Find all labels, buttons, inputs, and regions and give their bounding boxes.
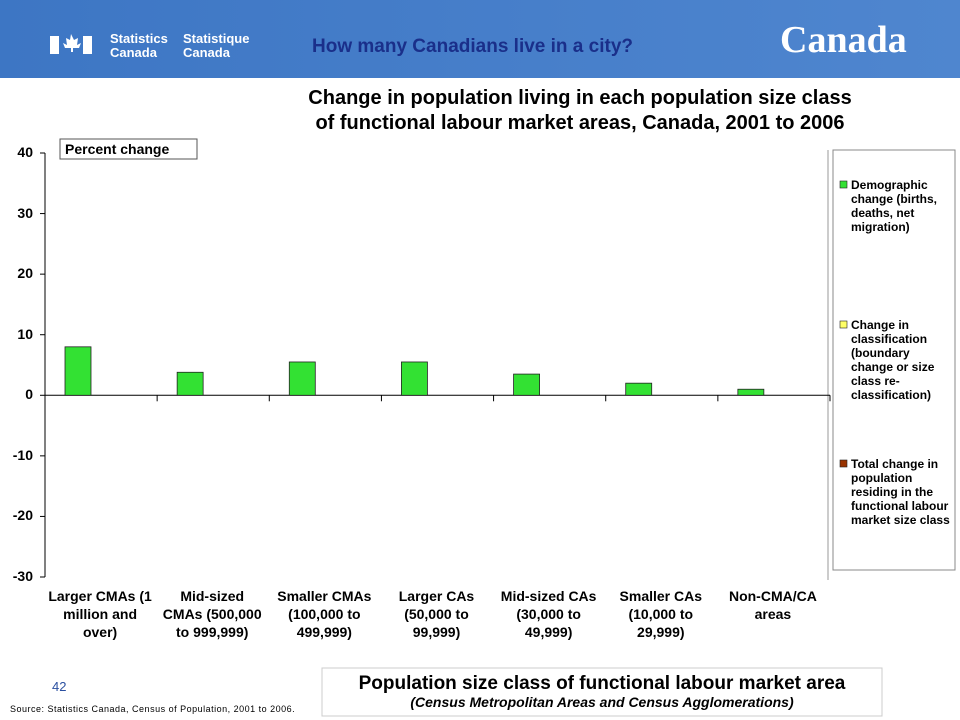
y-tick-label: -10: [12, 446, 33, 463]
legend-label: Demographic change (births, deaths, net …: [851, 178, 938, 234]
x-label-line: (Census Metropolitan Areas and Census Ag…: [410, 694, 794, 710]
y-tick-label: -30: [12, 568, 33, 584]
legend-swatch: [839, 459, 848, 468]
logo-text: Statistics: [110, 31, 168, 46]
x-tick-label: Mid-sized CMAs (500,000 to 999,999): [162, 588, 262, 640]
bar: [288, 361, 316, 396]
wordmark: Canada: [780, 19, 907, 61]
logo-text: Statistique: [183, 31, 250, 46]
x-axis-label: Population size class of functional labo…: [322, 673, 882, 710]
legend-label: Change in classification (boundary chang…: [851, 318, 935, 402]
header-band: [0, 0, 960, 78]
logo-en: Statistics Canada: [110, 32, 168, 60]
title-line: Change in population living in each popu…: [308, 87, 852, 109]
x-label-box: [321, 667, 883, 717]
logo-text: Canada: [110, 45, 157, 60]
x-tick-label: Larger CMAs (1 million and over): [48, 588, 152, 640]
page-number: 42: [52, 679, 67, 694]
legend-swatch: [839, 320, 848, 329]
x-tick-label: Mid-sized CAs (30,000 to 49,999): [500, 588, 597, 640]
y-tick-label: 20: [17, 265, 33, 282]
bar: [625, 382, 653, 396]
y-label-box: [59, 138, 198, 160]
title-line: of functional labour market areas, Canad…: [315, 112, 845, 134]
y-tick-label: -20: [12, 507, 33, 524]
source: Source: Statistics Canada, Census of Pop…: [10, 704, 296, 714]
x-tick-label: Larger CAs (50,000 to 99,999): [398, 588, 475, 640]
flag-symbol: [50, 34, 92, 54]
bar: [64, 346, 92, 396]
bar: [401, 361, 428, 396]
y-tick-label: 0: [25, 386, 33, 403]
plot-area: [45, 153, 830, 577]
x-tick-label: Smaller CMAs (100,000 to 499,999): [277, 588, 372, 640]
header-title: How many Canadians live in a city?: [312, 36, 633, 57]
x-label-line: Population size class of functional labo…: [358, 673, 846, 694]
x-tick-label: Non-CMA/CA areas: [728, 588, 817, 622]
legend-box: [832, 149, 956, 571]
x-tick-label: Smaller CAs (10,000 to 29,999): [619, 588, 703, 640]
bar: [513, 373, 540, 396]
bar: [176, 371, 204, 396]
chart-title: Change in population living in each popu…: [200, 86, 960, 136]
bar: [737, 388, 765, 396]
legend-label: Total change in population residing in t…: [851, 457, 950, 527]
logo-fr: Statistique Canada: [183, 32, 249, 60]
y-tick-label: 30: [17, 204, 33, 221]
y-tick-label: 40: [17, 144, 33, 160]
logo-text: Canada: [183, 45, 230, 60]
legend-swatch: [839, 180, 848, 189]
y-tick-label: 10: [17, 325, 33, 342]
y-axis-label: Percent change: [65, 141, 170, 157]
